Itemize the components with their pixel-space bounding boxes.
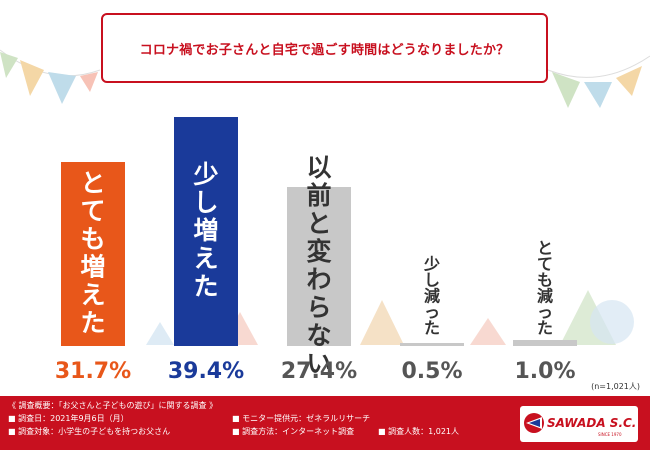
value-label-4: 0.5% [401, 359, 462, 384]
survey-footer: 《 調査概要：「お父さんと子どもの遊び」に関する調査 》 ■ 調査日：2021年… [0, 396, 650, 450]
svg-text:SAWADA S.C.: SAWADA S.C. [547, 416, 636, 430]
value-label-1: 31.7% [55, 359, 131, 384]
value-label-5: 1.0% [514, 359, 575, 384]
svg-text:SINCE 1970: SINCE 1970 [598, 432, 622, 437]
bar-2 [174, 117, 238, 346]
sawada-logo: SAWADA S.C. SINCE 1970 [520, 406, 638, 442]
value-label-2: 39.4% [168, 359, 244, 384]
survey-provider: ■ モニター提供元：ゼネラルリサーチ [232, 414, 371, 423]
survey-overview: 《 調査概要：「お父さんと子どもの遊び」に関する調査 》 [8, 401, 218, 410]
bar-5 [513, 340, 577, 346]
question-box: コロナ禍でお子さんと自宅で過ごす時間はどうなりましたか？ [101, 13, 548, 83]
survey-count: ■ 調査人数：1,021人 [378, 427, 460, 436]
survey-method: ■ 調査方法：インターネット調査 [232, 427, 355, 436]
bar-1 [61, 162, 125, 346]
sawada-logo-mark: SAWADA S.C. SINCE 1970 [524, 413, 636, 437]
bar-3 [287, 187, 351, 346]
sample-size-note: (n=1,021人) [591, 382, 640, 391]
bar-label-3: 以前と変わらない [306, 153, 331, 378]
survey-target: ■ 調査対象：小学生の子どもを持つお父さん [8, 427, 171, 436]
survey-date: ■ 調査日：2021年9月6日（月） [8, 414, 129, 423]
bar-4 [400, 343, 464, 346]
bar-label-4: 少し減った [423, 255, 440, 338]
bar-label-5: とても減った [537, 239, 553, 338]
bar-label-2: 少し増えた [192, 160, 218, 301]
question-title: コロナ禍でお子さんと自宅で過ごす時間はどうなりましたか？ [139, 42, 510, 58]
bar-label-1: とても増えた [80, 168, 105, 337]
value-label-3: 27.4% [281, 359, 357, 384]
